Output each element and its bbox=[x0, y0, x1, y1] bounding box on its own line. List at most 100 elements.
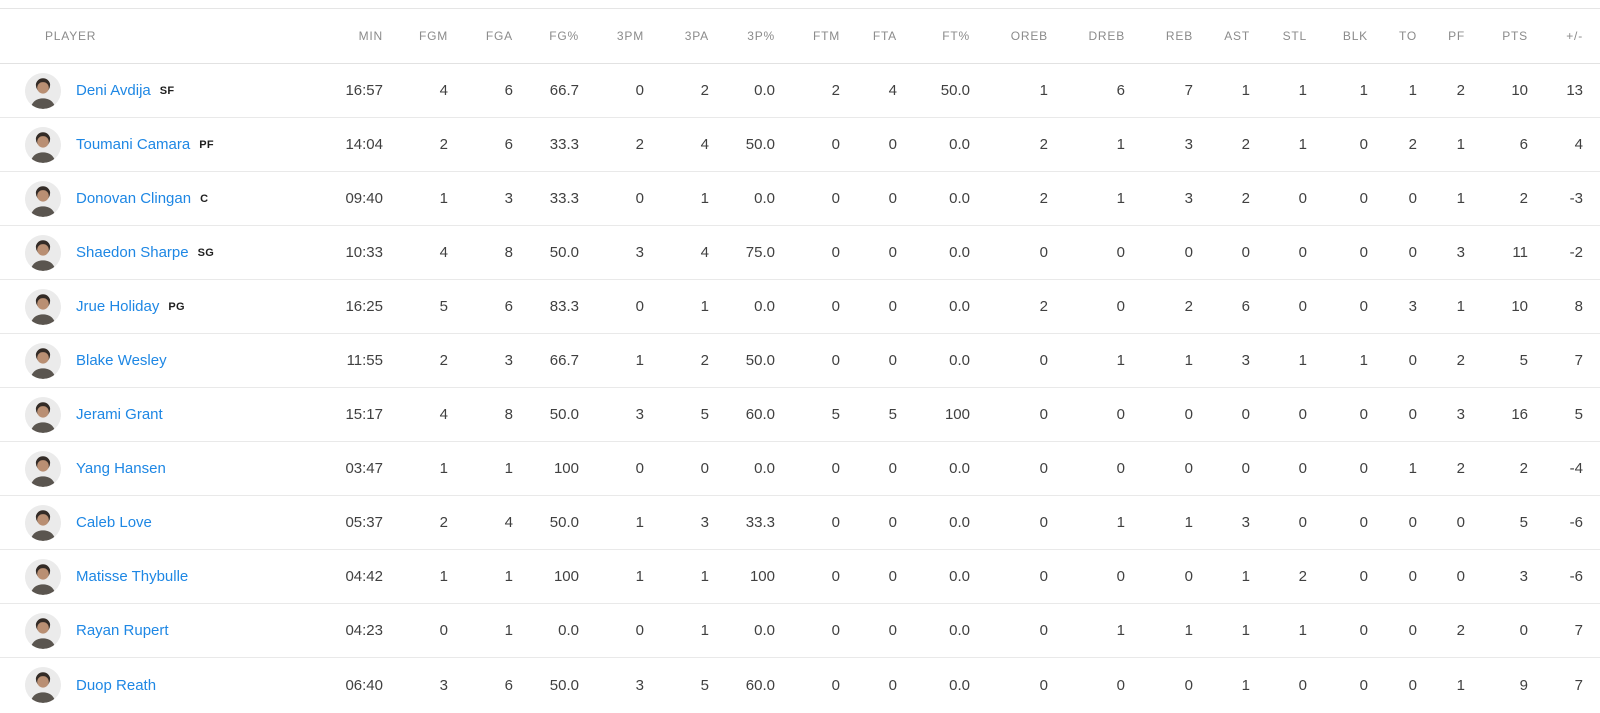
stat-cell-fta: 0 bbox=[888, 298, 897, 315]
column-header-ast: AST bbox=[1224, 29, 1250, 43]
player-name: Shaedon Sharpe bbox=[76, 244, 189, 261]
stat-cell-fta: 0 bbox=[888, 244, 897, 261]
stat-cell-plus-minus: 4 bbox=[1574, 136, 1583, 153]
stat-cell-fgm: 2 bbox=[439, 514, 448, 531]
stat-cell-fgpct: 50.0 bbox=[549, 676, 579, 694]
player-link[interactable]: Blake Wesley bbox=[25, 342, 167, 379]
stat-cell-stl: 1 bbox=[1298, 136, 1307, 153]
player-avatar-icon bbox=[25, 667, 61, 703]
stat-cell-ast: 0 bbox=[1241, 460, 1250, 477]
player-link[interactable]: Toumani Camara bbox=[25, 126, 190, 163]
player-name: Caleb Love bbox=[76, 514, 152, 531]
player-link[interactable]: Rayan Rupert bbox=[25, 612, 169, 649]
stat-cell-to: 1 bbox=[1408, 82, 1417, 99]
stat-cell-stl: 1 bbox=[1298, 352, 1307, 369]
stat-cell-fga: 4 bbox=[504, 514, 513, 531]
stat-cell-fta: 0 bbox=[888, 136, 897, 153]
stat-cell-ftm: 5 bbox=[831, 406, 840, 423]
stat-cell-3pa: 2 bbox=[700, 82, 709, 99]
stat-cell-to: 0 bbox=[1408, 352, 1417, 369]
stat-cell-ftm: 0 bbox=[831, 514, 840, 531]
stat-cell-ftpct: 0.0 bbox=[949, 514, 970, 531]
stat-cell-fgpct: 50.0 bbox=[549, 406, 579, 423]
stat-cell-oreb: 2 bbox=[1039, 136, 1048, 153]
player-link[interactable]: Yang Hansen bbox=[25, 450, 166, 487]
stat-cell-ftpct: 0.0 bbox=[949, 136, 970, 153]
stat-cell-ast: 1 bbox=[1241, 568, 1250, 585]
stat-cell-stl: 0 bbox=[1298, 676, 1307, 694]
stat-cell-stl: 1 bbox=[1298, 622, 1307, 639]
stat-cell-plus-minus: -3 bbox=[1569, 190, 1583, 207]
stat-cell-to: 0 bbox=[1408, 244, 1417, 261]
stat-cell-plus-minus: -6 bbox=[1569, 568, 1583, 585]
player-link[interactable]: Caleb Love bbox=[25, 504, 152, 541]
stat-cell-3pa: 4 bbox=[700, 244, 709, 261]
stat-cell-fga: 3 bbox=[504, 352, 513, 369]
column-header-reb: REB bbox=[1165, 29, 1193, 43]
column-header-3pa: 3PA bbox=[684, 29, 709, 43]
player-link[interactable]: Jerami Grant bbox=[25, 396, 163, 433]
stat-cell-min: 09:40 bbox=[345, 190, 383, 207]
stat-cell-pf: 2 bbox=[1456, 352, 1465, 369]
player-link[interactable]: Duop Reath bbox=[25, 667, 156, 703]
player-name: Blake Wesley bbox=[76, 352, 167, 369]
stat-cell-plus-minus: 8 bbox=[1574, 298, 1583, 315]
stat-cell-ast: 1 bbox=[1241, 676, 1250, 694]
stat-cell-min: 06:40 bbox=[345, 676, 383, 694]
stat-cell-reb: 1 bbox=[1184, 352, 1193, 369]
player-link[interactable]: Matisse Thybulle bbox=[25, 558, 188, 595]
stat-cell-to: 0 bbox=[1408, 622, 1417, 639]
player-cell: Toumani Camara PF bbox=[0, 126, 323, 163]
table-row: Caleb Love 05:37 2 4 50.0 1 3 33.3 0 0 0.0 0 1 1 3 0 0 0 0… bbox=[0, 496, 1600, 550]
stat-cell-to: 0 bbox=[1408, 568, 1417, 585]
stat-cell-3pa: 1 bbox=[700, 622, 709, 639]
stat-cell-fgpct: 50.0 bbox=[549, 514, 579, 531]
stat-cell-fga: 6 bbox=[504, 82, 513, 99]
stat-cell-plus-minus: 7 bbox=[1574, 676, 1583, 694]
player-link[interactable]: Deni Avdija bbox=[25, 72, 151, 109]
stat-cell-3ppct: 0.0 bbox=[754, 622, 775, 639]
stat-cell-oreb: 0 bbox=[1039, 406, 1048, 423]
column-header-ftpct: FT% bbox=[942, 29, 970, 43]
stat-cell-pts: 3 bbox=[1519, 568, 1528, 585]
stat-cell-fgm: 5 bbox=[439, 298, 448, 315]
stat-cell-fga: 6 bbox=[504, 298, 513, 315]
player-name: Donovan Clingan bbox=[76, 190, 192, 207]
stat-cell-min: 15:17 bbox=[345, 406, 383, 423]
stat-cell-fta: 0 bbox=[888, 460, 897, 477]
stat-cell-3ppct: 33.3 bbox=[745, 514, 775, 531]
stat-cell-dreb: 0 bbox=[1116, 676, 1125, 694]
stat-cell-3pa: 1 bbox=[700, 298, 709, 315]
stat-cell-3pm: 0 bbox=[635, 190, 644, 207]
stat-cell-plus-minus: 7 bbox=[1574, 622, 1583, 639]
stat-cell-dreb: 6 bbox=[1116, 82, 1125, 99]
stat-cell-stl: 0 bbox=[1298, 244, 1307, 261]
stat-cell-oreb: 1 bbox=[1039, 82, 1048, 99]
stat-cell-stl: 0 bbox=[1298, 514, 1307, 531]
stat-cell-fga: 6 bbox=[504, 676, 513, 694]
stat-cell-pf: 2 bbox=[1456, 82, 1465, 99]
stat-cell-min: 14:04 bbox=[345, 136, 383, 153]
stat-cell-fgm: 2 bbox=[439, 136, 448, 153]
stat-cell-ftm: 0 bbox=[831, 460, 840, 477]
stat-cell-reb: 0 bbox=[1184, 244, 1193, 261]
stat-cell-reb: 0 bbox=[1184, 406, 1193, 423]
stat-cell-dreb: 0 bbox=[1116, 298, 1125, 315]
player-avatar-icon bbox=[25, 504, 61, 541]
stat-cell-3ppct: 50.0 bbox=[745, 352, 775, 369]
stat-cell-min: 11:55 bbox=[346, 352, 383, 369]
player-link[interactable]: Shaedon Sharpe bbox=[25, 234, 189, 271]
stat-cell-3pm: 3 bbox=[635, 244, 644, 261]
stat-cell-3ppct: 0.0 bbox=[754, 190, 775, 207]
player-link[interactable]: Jrue Holiday bbox=[25, 288, 159, 325]
stat-cell-oreb: 0 bbox=[1039, 352, 1048, 369]
column-header-fgpct: FG% bbox=[549, 29, 579, 43]
player-name: Duop Reath bbox=[76, 676, 157, 694]
stat-cell-fgpct: 33.3 bbox=[549, 190, 579, 207]
player-link[interactable]: Donovan Clingan bbox=[25, 180, 192, 217]
stat-cell-ftm: 0 bbox=[831, 676, 840, 694]
stat-cell-pf: 1 bbox=[1456, 136, 1465, 153]
player-cell: Donovan Clingan C bbox=[0, 180, 323, 217]
stat-cell-fgpct: 0.0 bbox=[558, 622, 579, 639]
stat-cell-blk: 0 bbox=[1359, 676, 1368, 694]
